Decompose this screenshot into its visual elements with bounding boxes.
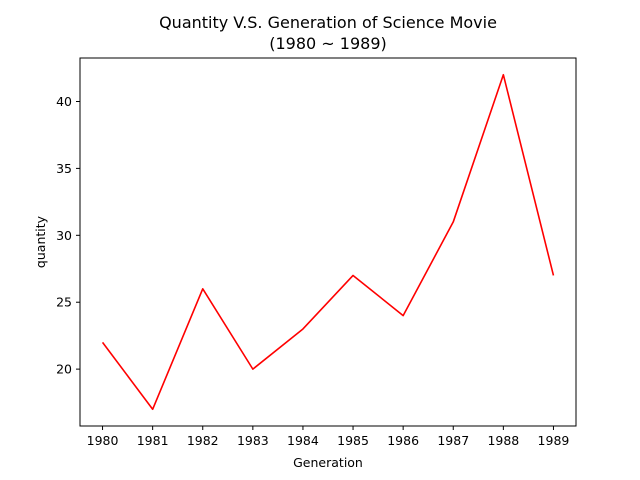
x-tick-label: 1987	[437, 433, 469, 448]
x-axis-label: Generation	[293, 455, 363, 470]
plot-area: 1980 1981 1982 1983 1984 1985 1986 1987 1988 1989…	[56, 73, 570, 448]
y-axis-label: quantity	[33, 215, 48, 268]
chart-title-line2: (1980 ~ 1989)	[269, 34, 387, 53]
x-tick-label: 1980	[87, 433, 119, 448]
x-tick-label: 1989	[538, 433, 570, 448]
x-tick-label: 1988	[487, 433, 519, 448]
x-tick-label: 1986	[387, 433, 419, 448]
x-tick-label: 1985	[337, 433, 369, 448]
chart-title-line1: Quantity V.S. Generation of Science Movi…	[159, 13, 497, 32]
y-tick-label: 25	[56, 295, 72, 310]
x-tick-label: 1981	[137, 433, 169, 448]
y-tick-label: 40	[56, 94, 72, 109]
y-tick-label: 35	[56, 161, 72, 176]
y-tick-label: 20	[56, 362, 72, 377]
x-tick-label: 1983	[237, 433, 269, 448]
series-line	[101, 73, 555, 411]
y-tick-label: 30	[56, 228, 72, 243]
x-tick-label: 1984	[287, 433, 319, 448]
plot-frame	[79, 57, 577, 427]
x-tick-label: 1982	[187, 433, 219, 448]
